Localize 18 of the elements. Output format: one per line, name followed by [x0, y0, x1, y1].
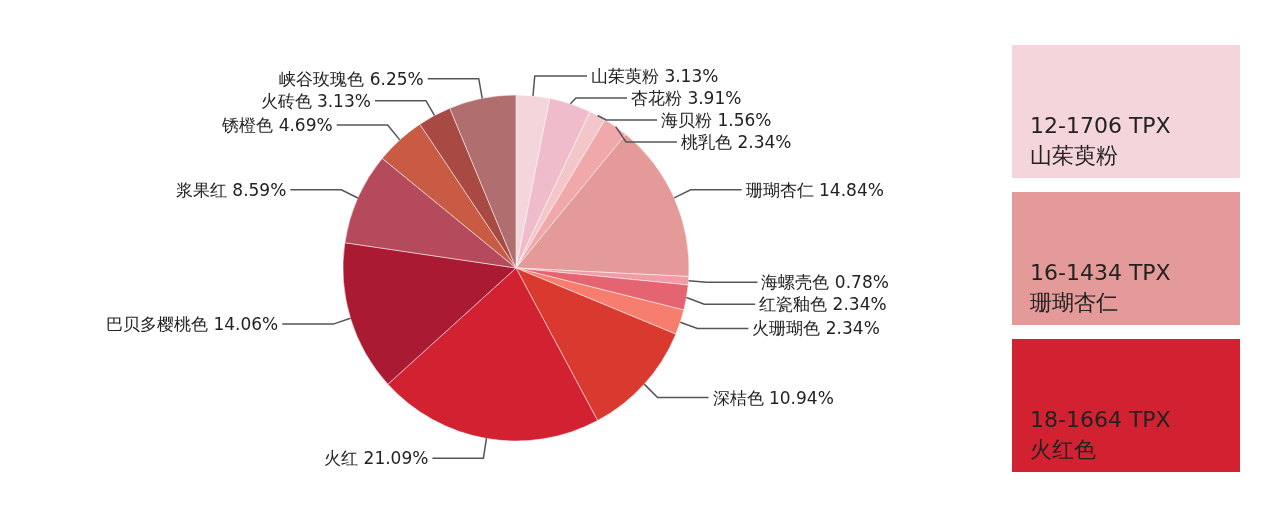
slice-label: 浆果红 8.59%: [175, 179, 287, 200]
slice-label: 红瓷釉色 2.34%: [759, 294, 887, 315]
slice-label: 海螺壳色 0.78%: [761, 272, 889, 293]
slice-label: 桃乳色 2.34%: [681, 131, 792, 152]
slice-label: 火红 21.09%: [324, 448, 429, 469]
text: 16-1434 TPX 珊瑚杏仁: [1030, 260, 1171, 315]
slice-label: 峡谷玫瑰色 6.25%: [279, 68, 424, 89]
slice-label: 深桔色 10.94%: [712, 387, 834, 408]
slice-label: 火砖色 3.13%: [260, 90, 371, 111]
slice-label: 巴贝多樱桃色 14.06%: [106, 314, 279, 335]
slice-label: 火珊瑚色 2.34%: [752, 318, 880, 339]
slice-label: 山茱萸粉 3.13%: [591, 65, 719, 86]
slice-label: 锈橙色 4.69%: [221, 115, 333, 136]
slice-label: 杏花粉 3.91%: [631, 87, 742, 108]
slice-label: 海贝粉 1.56%: [661, 109, 772, 130]
text: 18-1664 TPX 火红色: [1030, 407, 1171, 462]
text: 12-1706 TPX 山茱萸粉: [1030, 113, 1171, 168]
slice-label: 珊瑚杏仁 14.84%: [745, 179, 884, 200]
